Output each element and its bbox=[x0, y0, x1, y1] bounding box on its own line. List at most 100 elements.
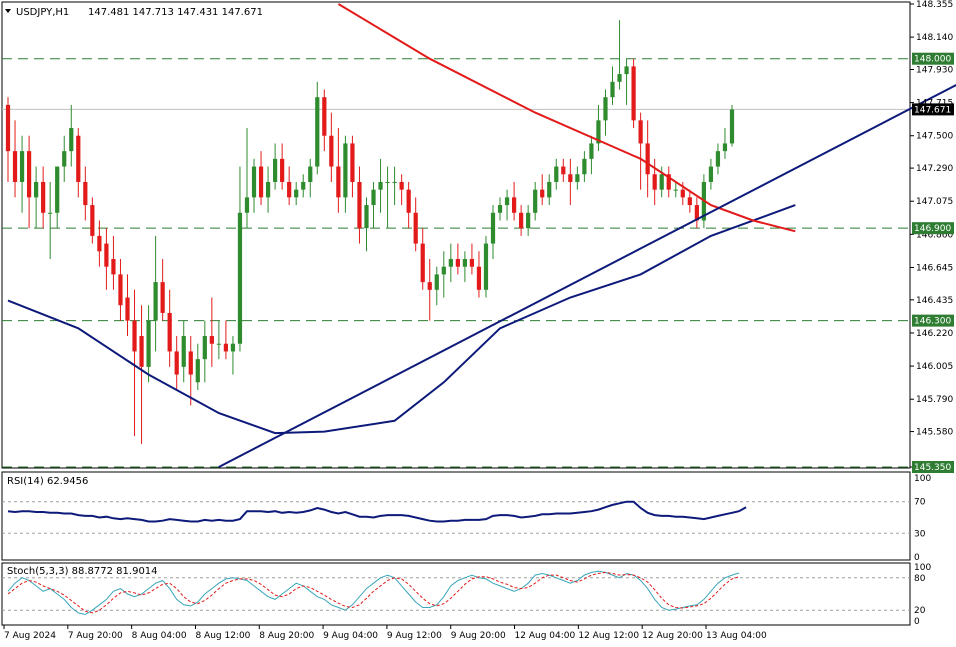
time-axis: 7 Aug 2024 7 Aug 20:00 8 Aug 04:00 8 Aug 12… bbox=[3, 625, 767, 641]
candle-body bbox=[729, 109, 735, 144]
candle-body bbox=[160, 282, 165, 313]
current-price-tag bbox=[912, 103, 954, 116]
candle-body bbox=[526, 212, 531, 229]
price-tick-label: 145.580 bbox=[916, 428, 953, 438]
candle-body bbox=[617, 74, 622, 82]
candle-body bbox=[19, 151, 25, 182]
candle-body bbox=[350, 143, 355, 182]
candle-body bbox=[582, 158, 587, 175]
time-tick-label: 9 Aug 20:00 bbox=[451, 631, 506, 641]
candle-body bbox=[596, 120, 601, 144]
rsi-pane-frame bbox=[1, 471, 911, 561]
candle-body bbox=[490, 212, 496, 244]
stochastic-k-line bbox=[7, 570, 740, 616]
candle-body bbox=[202, 336, 207, 360]
candle-body bbox=[258, 166, 264, 198]
candle-body bbox=[455, 258, 460, 267]
main-pane-levels bbox=[2, 58, 910, 468]
candle-body bbox=[575, 174, 580, 182]
candle-body bbox=[55, 166, 60, 213]
candle-body bbox=[385, 181, 390, 183]
candle-body bbox=[497, 205, 503, 213]
time-tick-label: 7 Aug 20:00 bbox=[68, 631, 123, 641]
rsi-tick-label: 30 bbox=[914, 529, 926, 539]
candle-body bbox=[441, 266, 446, 275]
candle-body bbox=[244, 197, 250, 213]
time-tick-label: 13 Aug 04:00 bbox=[706, 631, 767, 641]
candle-body bbox=[48, 212, 53, 214]
candle-body bbox=[568, 174, 573, 182]
candle-body bbox=[76, 135, 81, 182]
rsi-axis: 100 70 30 0 bbox=[914, 474, 931, 563]
candle-body bbox=[533, 189, 538, 213]
candle-body bbox=[301, 181, 306, 190]
candle-body bbox=[448, 258, 453, 267]
level-price-tag bbox=[912, 461, 954, 473]
rsi-pane[interactable]: RSI(14) 62.9456 bbox=[1, 471, 911, 561]
menu-triangle-icon[interactable] bbox=[5, 9, 11, 13]
candle-body bbox=[174, 351, 179, 375]
candle-body bbox=[708, 166, 714, 182]
candle-body bbox=[5, 104, 11, 152]
candle-body bbox=[188, 351, 193, 375]
candle-body bbox=[462, 258, 468, 267]
candle-body bbox=[420, 243, 425, 283]
candle-body bbox=[146, 320, 151, 367]
stochastic-tick-label: 100 bbox=[914, 563, 931, 573]
price-tick-label: 148.355 bbox=[916, 0, 953, 10]
main-price-pane[interactable]: USDJPY,H1 147.481 147.713 147.431 147.67… bbox=[1, 1, 956, 469]
time-tick-label: 12 Aug 04:00 bbox=[515, 631, 576, 641]
candle-body bbox=[315, 97, 320, 167]
stochastic-pane[interactable]: Stoch(5,3,3) 88.8772 81.9014 bbox=[1, 562, 911, 626]
candle-body bbox=[694, 205, 699, 221]
candle-body bbox=[519, 212, 524, 229]
price-tick-label: 147.075 bbox=[916, 197, 953, 207]
candle-body bbox=[12, 151, 18, 182]
price-tick-label: 147.290 bbox=[916, 164, 953, 174]
candle-body bbox=[90, 205, 95, 236]
candle-body bbox=[554, 166, 559, 182]
candle-body bbox=[610, 81, 615, 98]
candle-body bbox=[406, 189, 411, 213]
time-tick-label: 7 Aug 2024 bbox=[4, 631, 56, 641]
level-price-tag bbox=[912, 52, 954, 65]
candle-body bbox=[280, 158, 285, 182]
candle-body bbox=[540, 189, 545, 198]
price-tick-label: 145.790 bbox=[916, 395, 953, 405]
candle-body bbox=[343, 143, 348, 198]
price-tick-label: 147.500 bbox=[916, 132, 953, 142]
slow-moving-average-line bbox=[7, 204, 796, 435]
candle-body bbox=[413, 212, 418, 244]
candle-body bbox=[230, 343, 236, 352]
level-price-tag bbox=[912, 314, 954, 327]
candle-body bbox=[715, 151, 721, 167]
candle-body bbox=[434, 274, 439, 290]
price-tick-label: 146.860 bbox=[916, 230, 953, 240]
candle-body bbox=[687, 197, 692, 206]
rsi-line bbox=[7, 500, 747, 523]
rsi-title: RSI(14) 62.9456 bbox=[7, 476, 88, 487]
candle-body bbox=[645, 143, 650, 175]
time-tick-label: 9 Aug 12:00 bbox=[387, 631, 442, 641]
candle-body bbox=[722, 143, 728, 152]
candle-body bbox=[125, 297, 130, 321]
stochastic-title: Stoch(5,3,3) 88.8772 81.9014 bbox=[7, 566, 158, 577]
stochastic-tick-label: 0 bbox=[914, 617, 920, 627]
rsi-series bbox=[2, 500, 910, 534]
price-tick-label: 148.140 bbox=[916, 33, 953, 43]
time-tick-label: 12 Aug 20:00 bbox=[642, 631, 703, 641]
candle-body bbox=[336, 166, 341, 198]
candle-body bbox=[41, 181, 46, 213]
time-tick-label: 9 Aug 04:00 bbox=[323, 631, 378, 641]
candle-body bbox=[504, 197, 510, 206]
candle-body bbox=[673, 189, 678, 191]
stochastic-d-line bbox=[7, 571, 740, 614]
time-tick-label: 8 Aug 20:00 bbox=[259, 631, 314, 641]
level-price-tag bbox=[912, 222, 954, 235]
candle-body bbox=[62, 151, 67, 167]
candle-body bbox=[26, 151, 32, 198]
candle-body bbox=[132, 320, 137, 352]
candle-body bbox=[237, 212, 243, 344]
candle-body bbox=[69, 128, 74, 152]
candle-body bbox=[322, 97, 327, 136]
